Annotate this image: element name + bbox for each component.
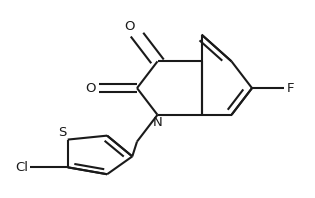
Text: O: O	[124, 20, 135, 33]
Text: F: F	[287, 82, 294, 95]
Text: S: S	[58, 126, 66, 139]
Text: O: O	[86, 82, 96, 95]
Text: Cl: Cl	[15, 161, 28, 174]
Text: N: N	[153, 116, 162, 129]
